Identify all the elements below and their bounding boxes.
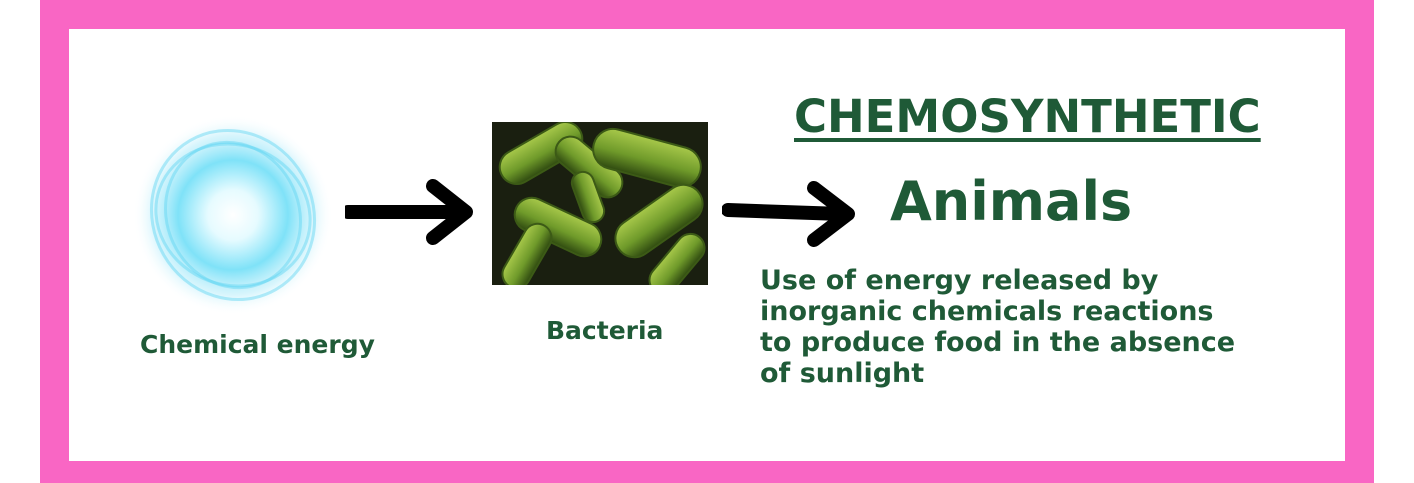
arrow-right-icon	[722, 181, 855, 247]
chemical-energy-label: Chemical energy	[140, 330, 375, 359]
energy-orb-icon	[133, 115, 333, 315]
bacteria-label: Bacteria	[546, 316, 664, 345]
description-text: Use of energy released by inorganic chem…	[760, 265, 1236, 389]
diagram-subtitle: Animals	[890, 170, 1133, 233]
bacteria-image	[492, 122, 708, 285]
diagram-title: CHEMOSYNTHETIC	[794, 90, 1261, 143]
arrow-right-icon	[345, 179, 473, 245]
